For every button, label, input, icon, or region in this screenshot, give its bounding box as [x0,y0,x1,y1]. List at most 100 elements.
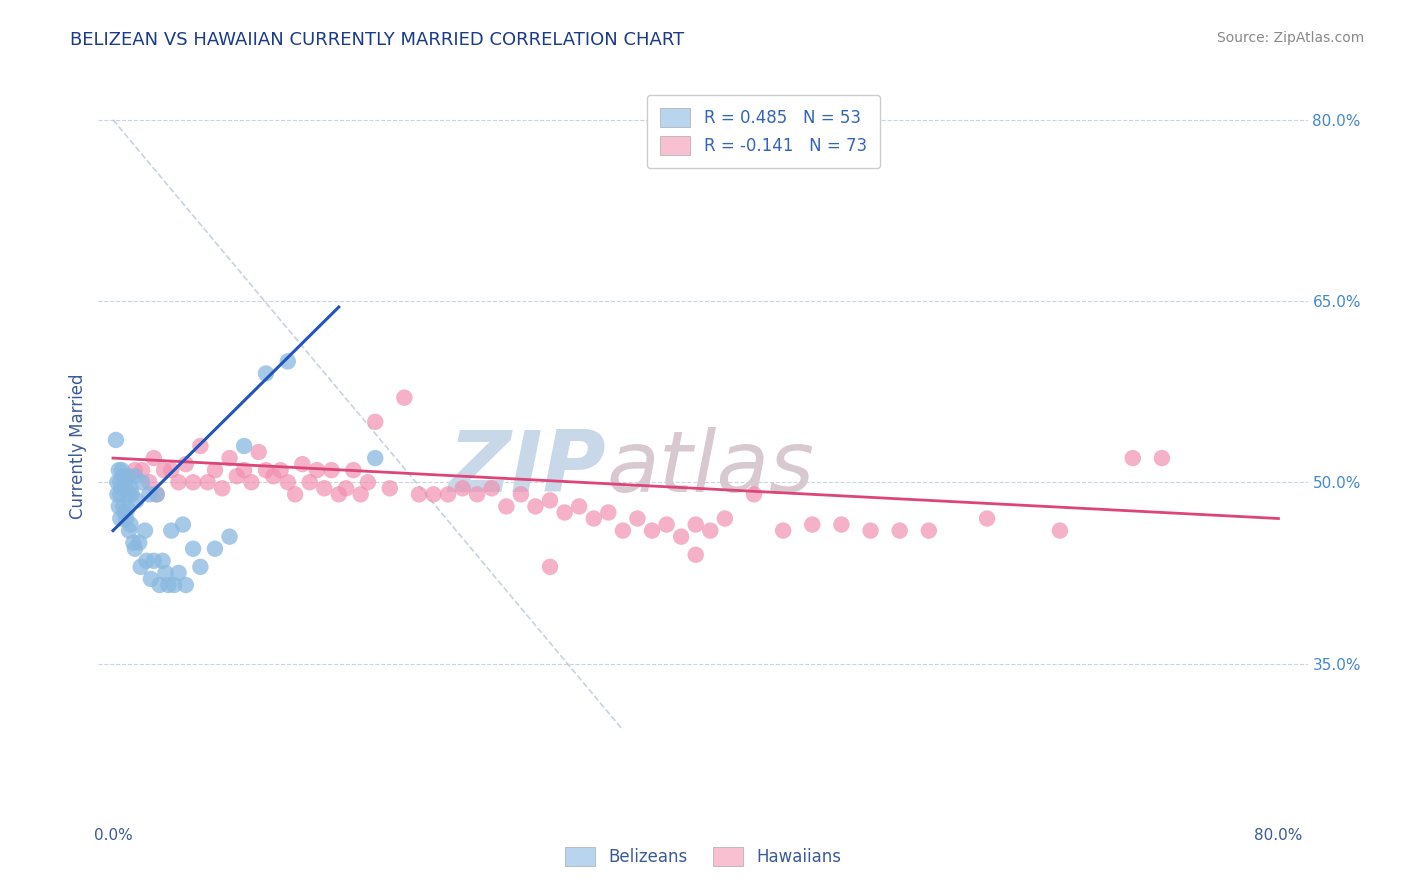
Point [538,559,561,574]
Point [262,469,284,483]
Point [108,500,131,514]
Point [174,578,197,592]
Point [111,481,134,495]
Point [104,433,127,447]
Point [298,475,321,490]
Point [641,524,664,538]
Point [163,578,186,592]
Point [204,541,226,556]
Point [321,463,343,477]
Point [120,481,142,495]
Point [277,354,299,368]
Text: atlas: atlas [606,427,814,510]
Point [612,524,634,538]
Point [342,463,364,477]
Legend: R = 0.485   N = 53, R = -0.141   N = 73: R = 0.485 N = 53, R = -0.141 N = 73 [647,95,880,169]
Point [190,559,212,574]
Point [685,517,707,532]
Point [1150,451,1173,466]
Point [976,511,998,525]
Point [1049,524,1071,538]
Point [117,469,139,483]
Point [155,566,177,580]
Point [114,506,136,520]
Point [394,391,416,405]
Point [451,481,474,495]
Point [134,524,156,538]
Point [157,578,180,592]
Point [135,554,157,568]
Point [181,475,204,490]
Point [772,524,794,538]
Point [918,524,941,538]
Point [172,517,194,532]
Point [524,500,547,514]
Legend: Belizeans, Hawaiians: Belizeans, Hawaiians [557,838,849,875]
Point [481,481,503,495]
Point [138,487,160,501]
Point [582,511,605,525]
Point [174,457,197,471]
Point [112,500,135,514]
Point [378,481,401,495]
Text: ZIP: ZIP [449,427,606,510]
Point [225,469,247,483]
Point [277,475,299,490]
Point [110,487,132,501]
Point [714,511,737,525]
Point [247,445,270,459]
Point [122,535,145,549]
Point [422,487,444,501]
Point [626,511,648,525]
Point [152,554,174,568]
Point [142,451,165,466]
Point [408,487,430,501]
Point [121,487,143,501]
Point [699,524,721,538]
Point [291,457,314,471]
Point [254,463,277,477]
Point [118,487,141,501]
Point [305,463,328,477]
Point [181,541,204,556]
Point [124,469,146,483]
Point [197,475,219,490]
Point [110,475,132,490]
Point [509,487,531,501]
Point [218,530,240,544]
Point [117,469,139,483]
Point [124,541,146,556]
Point [145,487,167,501]
Point [204,463,226,477]
Point [598,506,620,520]
Point [108,463,131,477]
Point [889,524,911,538]
Point [120,517,142,532]
Point [131,475,153,490]
Point [685,548,707,562]
Point [254,367,277,381]
Point [240,475,263,490]
Point [115,481,138,495]
Point [128,535,150,549]
Point [125,493,148,508]
Point [211,481,233,495]
Point [335,481,357,495]
Point [328,487,350,501]
Point [364,415,387,429]
Point [129,559,152,574]
Text: Source: ZipAtlas.com: Source: ZipAtlas.com [1216,31,1364,45]
Point [145,487,167,501]
Point [149,578,172,592]
Point [138,475,160,490]
Point [124,463,146,477]
Point [859,524,882,538]
Point [284,487,307,501]
Point [160,463,183,477]
Point [801,517,824,532]
Point [142,554,165,568]
Point [538,493,561,508]
Point [233,439,256,453]
Point [830,517,852,532]
Point [218,451,240,466]
